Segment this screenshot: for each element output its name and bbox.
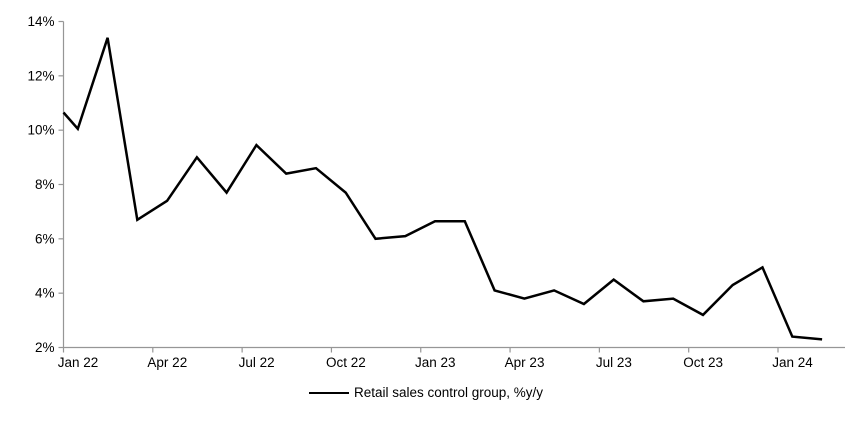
x-axis-label: Apr 23 [505,355,545,370]
y-axis-label: 6% [35,231,55,246]
legend-line-sample [308,392,349,394]
x-axis-label: Jan 23 [415,355,456,370]
x-axis-label: Oct 23 [683,355,723,370]
y-axis-label: 2% [35,340,55,355]
chart-legend: Retail sales control group, %y/y [0,385,852,401]
y-axis-label: 12% [27,68,54,83]
legend-label: Retail sales control group, %y/y [353,385,544,400]
y-axis-label: 4% [35,286,55,301]
y-axis-label: 14% [27,14,54,29]
x-axis-label: Oct 22 [326,355,366,370]
y-axis-label: 10% [27,123,54,138]
x-axis-label: Apr 22 [147,355,187,370]
x-axis-label: Jan 24 [772,355,813,370]
x-axis-label: Jan 22 [58,355,99,370]
x-axis-label: Jul 22 [239,355,275,370]
retail-sales-series-line [62,37,823,341]
x-axis-label: Jul 23 [596,355,632,370]
y-axis-label: 8% [35,177,55,192]
